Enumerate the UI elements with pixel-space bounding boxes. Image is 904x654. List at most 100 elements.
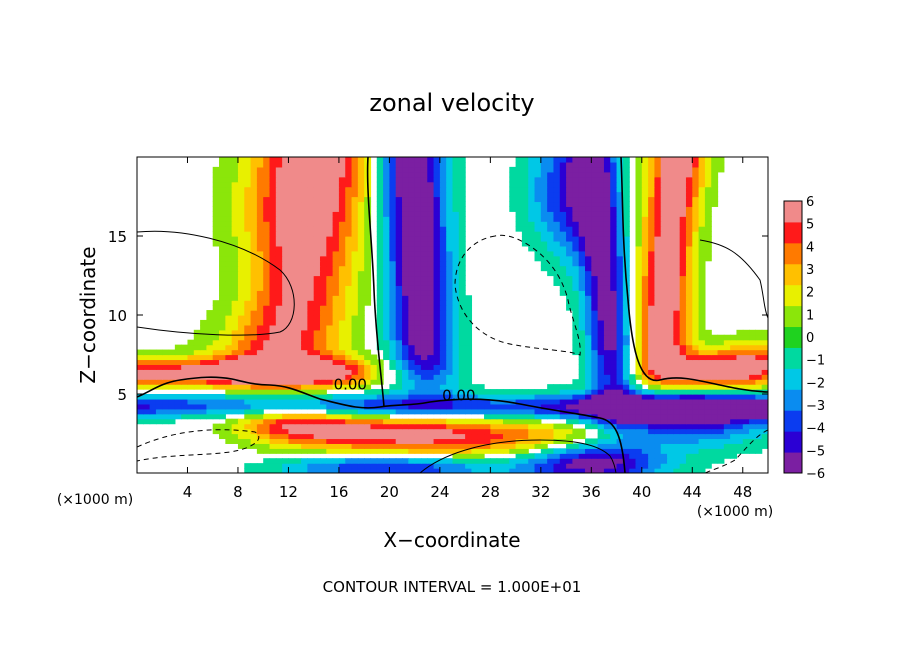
field-cell [244,275,252,282]
field-cell [383,398,390,405]
field-cell [376,201,384,207]
field-cell [389,240,397,247]
field-cell [660,315,668,321]
field-cell [578,389,586,395]
field-cell [269,206,277,212]
field-cell [547,236,555,242]
field-cell [603,221,611,227]
field-cell [439,260,447,267]
field-cell [275,448,283,454]
field-cell [402,423,409,430]
field-cell [578,255,586,262]
field-cell [237,310,245,316]
field-cell [376,443,384,449]
field-cell [679,285,687,291]
field-cell [282,394,290,400]
field-cell [408,428,416,435]
field-cell [263,403,271,410]
field-cell [250,211,258,217]
field-cell [610,191,618,198]
field-cell [755,443,763,449]
field-cell [742,438,750,444]
field-cell [250,334,258,341]
field-cell [225,389,233,395]
field-cell [610,201,618,207]
field-cell [332,324,340,331]
field-cell [446,408,454,415]
field-cell [547,413,555,420]
field-cell [585,443,592,449]
field-cell [338,433,346,440]
field-cell [502,418,510,425]
field-cell [685,236,693,242]
field-cell [496,458,504,464]
field-cell [269,176,277,183]
field-cell [301,270,308,277]
field-cell [667,463,674,469]
field-cell [622,359,630,365]
field-cell [660,418,668,425]
field-cell [578,290,586,296]
field-cell [685,389,693,395]
field-cell [585,349,592,356]
field-cell [572,201,580,207]
field-cell [704,250,712,257]
field-cell [402,221,409,227]
field-cell [383,305,390,311]
field-cell [231,295,239,301]
field-cell [420,285,428,291]
field-cell [408,354,416,361]
field-cell [389,176,397,183]
field-cell [698,433,706,440]
field-cell [439,226,447,232]
field-cell [237,157,245,163]
field-cell [408,423,416,430]
field-cell [610,275,618,282]
field-cell [313,191,321,198]
field-cell [376,319,384,326]
field-cell [471,389,479,395]
field-cell [452,181,460,188]
field-cell [591,221,599,227]
field-cell [225,216,233,222]
field-cell [275,216,283,222]
field-cell [414,324,422,331]
field-cell [749,369,756,375]
field-cell [484,418,491,425]
field-cell [730,408,738,415]
field-cell [585,329,592,336]
field-cell [357,201,365,207]
field-cell [326,255,334,262]
field-cell [364,300,372,306]
field-cell [414,280,422,286]
field-cell [338,295,346,301]
field-cell [282,443,290,449]
field-cell [591,453,599,459]
field-cell [660,310,668,316]
field-cell [559,191,567,198]
field-cell [572,231,580,237]
field-cell [622,369,630,375]
field-cell [263,413,271,420]
field-cell [692,221,700,227]
field-cell [212,408,220,415]
field-cell [521,231,529,237]
field-cell [616,161,624,168]
field-cell [301,374,308,380]
field-cell [610,394,618,400]
field-cell [521,206,529,212]
field-cell [559,265,567,272]
field-cell [219,176,226,183]
field-cell [313,369,321,375]
field-cell [294,384,302,390]
field-cell [465,394,473,400]
field-cell [667,334,674,341]
field-cell [269,191,277,198]
field-cell [294,463,302,469]
field-cell [269,413,277,420]
field-cell [622,319,630,326]
field-cell [357,161,365,168]
field-cell [597,310,605,316]
field-cell [137,408,144,415]
field-cell [547,201,555,207]
